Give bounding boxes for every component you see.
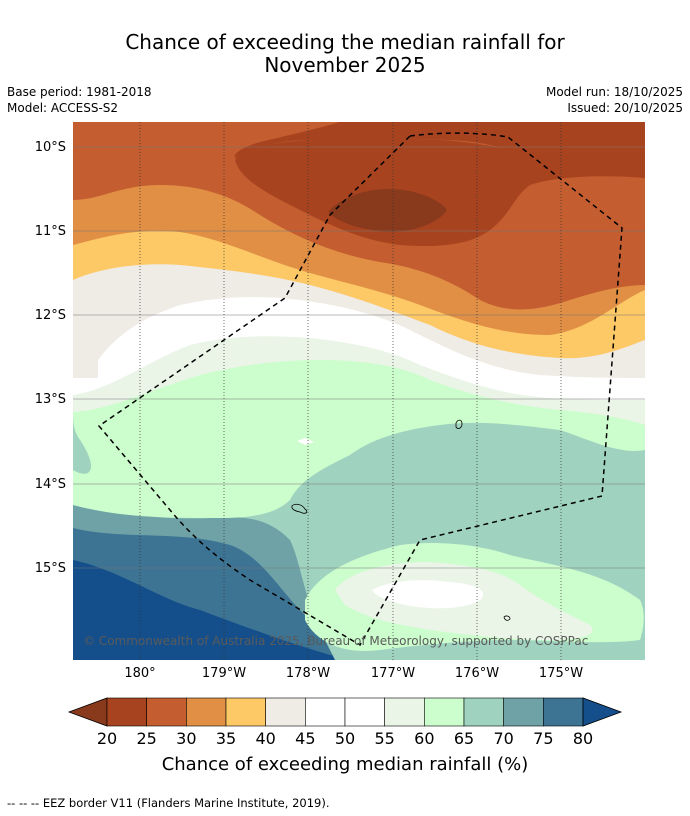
meta-left: Base period: 1981-2018 Model: ACCESS-S2: [7, 84, 152, 116]
lat-labels: 10°S 11°S 12°S 13°S 14°S 15°S: [35, 140, 66, 576]
lat-gridlines: [73, 146, 645, 569]
copyright-text: © Commonwealth of Australia 2025, Bureau…: [83, 634, 588, 648]
colorbar-segment: [463, 697, 504, 727]
lat-label: 10°S: [35, 140, 66, 155]
colorbar-tick-label: 25: [136, 729, 156, 748]
model-name: Model: ACCESS-S2: [7, 101, 119, 115]
lat-label: 15°S: [35, 561, 66, 576]
colorbar-tick-label: 30: [176, 729, 196, 748]
island-2: [291, 503, 308, 514]
colorbar-tick-label: 35: [216, 729, 236, 748]
colorbar-label: Chance of exceeding median rainfall (%): [162, 754, 529, 775]
lon-label: 178°W: [286, 666, 330, 681]
colorbar-tick-label: 55: [374, 729, 394, 748]
meta-right: Model run: 18/10/2025 Issued: 20/10/2025: [546, 84, 683, 116]
eez-footnote: -- -- -- EEZ border V11 (Flanders Marine…: [7, 796, 330, 810]
colorbar-segment: [265, 697, 306, 727]
colorbar-segment: [503, 697, 544, 727]
colorbar-segment: [384, 697, 425, 727]
colorbar-segment: [424, 697, 465, 727]
lon-label: 175°W: [539, 666, 583, 681]
colorbar-tick-label: 60: [414, 729, 434, 748]
colorbar-segment: [305, 697, 346, 727]
issued-date: Issued: 20/10/2025: [567, 101, 683, 115]
band-20: [235, 140, 645, 247]
band-under-20: [328, 188, 447, 232]
colorbar-over-arrow: [582, 697, 623, 727]
colorbar-segment: [344, 697, 385, 727]
colorbar-segment: [543, 697, 584, 727]
band-50-lower: [372, 580, 484, 609]
title-line-2: November 2025: [264, 53, 426, 77]
rainfall-contour-map: © Commonwealth of Australia 2025, Bureau…: [73, 122, 645, 660]
eez-border: [97, 132, 623, 647]
colorbar-tick-label: 40: [255, 729, 275, 748]
colorbar-segment: [106, 697, 147, 727]
colorbar-segment: [146, 697, 187, 727]
lon-label: 177°W: [371, 666, 415, 681]
island-1: [455, 419, 463, 429]
lat-label: 14°S: [35, 477, 66, 492]
colorbar: 20 25 30 35 40 45 50 55 60 65 70 75 80: [67, 697, 623, 748]
lat-label: 12°S: [35, 308, 66, 323]
colorbar-tick-label: 70: [493, 729, 513, 748]
lat-label: 13°S: [35, 392, 66, 407]
lon-label: 180°: [124, 666, 155, 681]
base-period: Base period: 1981-2018: [7, 85, 152, 99]
colorbar-under-arrow: [67, 697, 108, 727]
lon-labels: 180° 179°W 178°W 177°W 176°W 175°W: [124, 666, 583, 681]
colorbar-tick-label: 80: [573, 729, 593, 748]
island-3: [503, 615, 511, 621]
map-figure: © Commonwealth of Australia 2025, Bureau…: [35, 122, 645, 775]
lon-label: 179°W: [202, 666, 246, 681]
colorbar-tick-label: 75: [533, 729, 553, 748]
colorbar-tick-label: 50: [335, 729, 355, 748]
colorbar-tick-label: 65: [454, 729, 474, 748]
band-20-top: [234, 122, 645, 163]
title-line-1: Chance of exceeding the median rainfall …: [125, 30, 565, 54]
colorbar-tick-label: 20: [97, 729, 117, 748]
colorbar-tick-label: 45: [295, 729, 315, 748]
colorbar-segment: [225, 697, 266, 727]
white-patch: [297, 438, 314, 445]
lon-label: 176°W: [455, 666, 499, 681]
lat-label: 11°S: [35, 224, 66, 239]
model-run: Model run: 18/10/2025: [545, 85, 683, 99]
colorbar-segment: [186, 697, 227, 727]
chart-title: Chance of exceeding the median rainfall …: [0, 31, 690, 77]
